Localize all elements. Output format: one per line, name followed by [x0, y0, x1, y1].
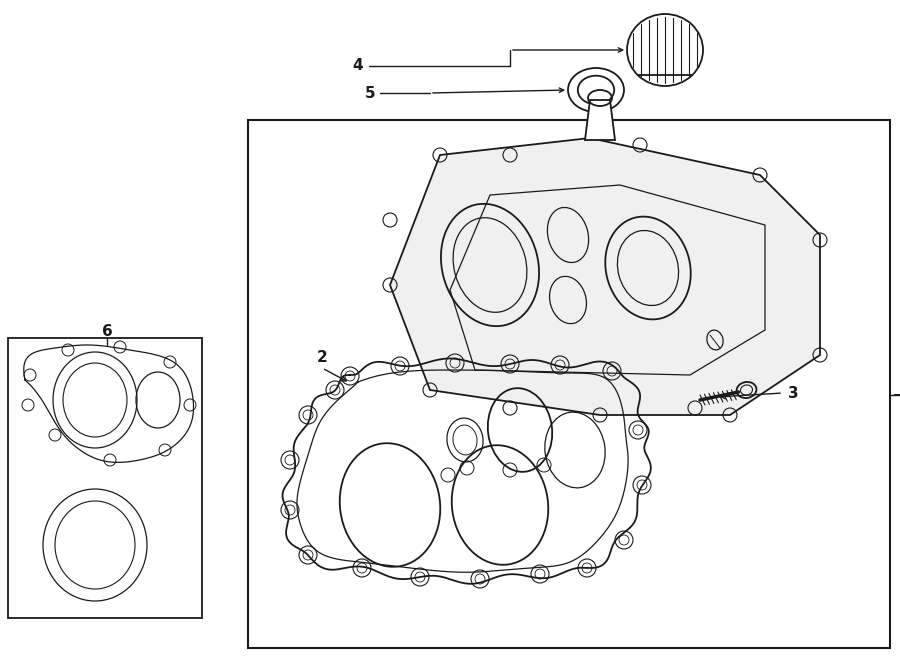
- Polygon shape: [390, 138, 820, 415]
- Bar: [248, 120, 890, 648]
- Bar: [8, 338, 202, 618]
- Text: ─1: ─1: [893, 387, 900, 403]
- Text: 2: 2: [317, 350, 328, 366]
- Text: 6: 6: [102, 325, 112, 340]
- Text: 3: 3: [788, 385, 798, 401]
- Text: 5: 5: [364, 85, 375, 100]
- Text: 4: 4: [353, 59, 364, 73]
- Polygon shape: [585, 100, 615, 140]
